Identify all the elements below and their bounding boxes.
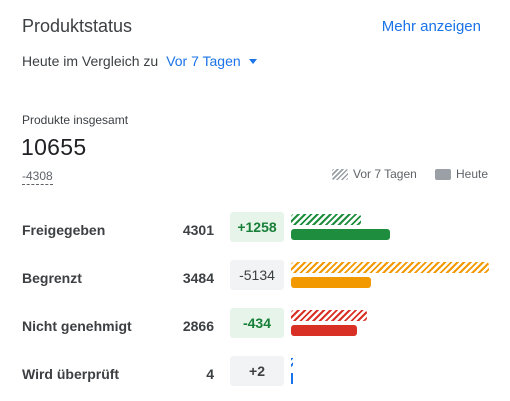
status-label: Begrenzt [22,270,82,286]
status-bars [291,262,491,290]
comparison-prefix: Heute im Vergleich zu [22,53,159,69]
bar-today [291,277,372,288]
bar-today [291,229,390,240]
show-more-link[interactable]: Mehr anzeigen [381,18,481,35]
chevron-down-icon [248,58,257,64]
status-count: 3484 [182,270,214,286]
bar-previous [291,214,361,225]
legend-today: Heute [435,167,488,181]
comparison-row: Heute im Vergleich zu Vor 7 Tagen [22,51,257,71]
status-count: 4 [206,366,214,382]
legend-today-label: Heute [456,167,489,181]
bar-previous [291,262,489,273]
status-delta-badge: +1258 [230,212,284,242]
status-label: Freigegeben [22,222,106,238]
status-bars [291,310,491,338]
comparison-period-value: Vor 7 Tagen [166,53,241,69]
status-bars [291,214,491,242]
status-row: Freigegeben 4301 +1258 [0,208,510,252]
status-label: Nicht genehmigt [22,318,132,334]
status-row: Wird überprüft 4 +2 [0,352,510,396]
status-count: 4301 [182,222,214,238]
status-row: Nicht genehmigt 2866 -434 [0,304,510,348]
status-row: Begrenzt 3484 -5134 [0,256,510,300]
status-count: 2866 [182,318,214,334]
status-delta-badge: -5134 [230,260,284,290]
hatched-swatch-icon [332,168,348,180]
legend-previous: Vor 7 Tagen [332,167,417,181]
bar-previous [291,358,293,369]
bar-previous [291,310,367,321]
status-label: Wird überprüft [22,366,120,382]
status-delta-badge: -434 [230,308,284,338]
legend-previous-label: Vor 7 Tagen [353,167,417,181]
status-delta-badge: +2 [230,356,284,386]
total-products-label: Produkte insgesamt [22,113,129,127]
total-products-value: 10655 [21,134,87,160]
status-bars [291,358,491,386]
total-products-delta[interactable]: -4308 [22,169,53,185]
card-title: Produktstatus [22,16,133,36]
bar-today [291,373,293,384]
bar-today [291,325,357,336]
solid-swatch-icon [435,168,451,180]
comparison-period-dropdown[interactable]: Vor 7 Tagen [166,53,257,69]
